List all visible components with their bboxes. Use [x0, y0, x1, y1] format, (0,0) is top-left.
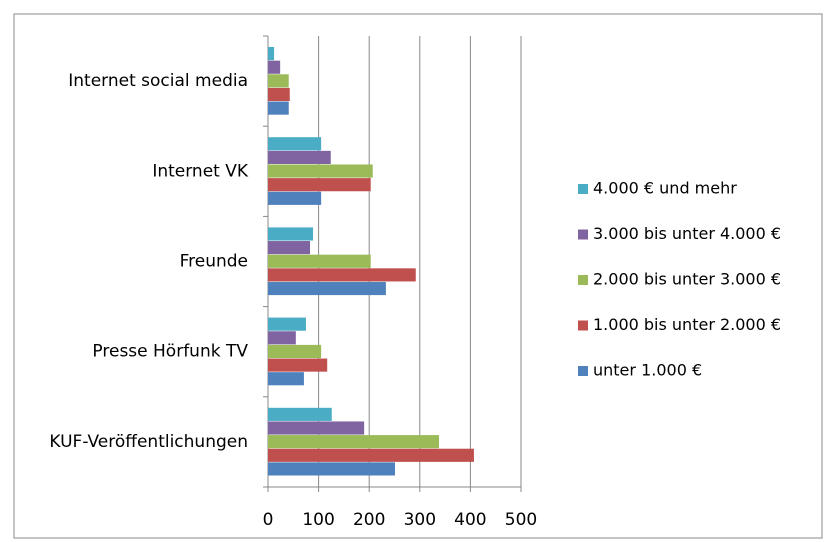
y-tick-label: Internet VK	[152, 161, 249, 181]
bar	[268, 254, 371, 268]
legend-swatch	[578, 275, 588, 285]
legend-label: unter 1.000 €	[593, 361, 702, 380]
bar	[268, 462, 396, 476]
y-tick-label: Freunde	[180, 252, 248, 272]
x-tick-label: 300	[404, 510, 436, 530]
bar	[268, 358, 328, 372]
y-tick-label: KUF-Veröffentlichungen	[49, 432, 248, 452]
x-tick-label: 0	[263, 510, 274, 530]
bar	[268, 344, 322, 359]
bar	[268, 60, 281, 74]
bar	[268, 331, 296, 345]
bar	[268, 74, 289, 88]
bar	[268, 164, 373, 178]
bar	[268, 241, 310, 255]
y-tick-label: Presse Hörfunk TV	[92, 342, 248, 362]
legend-label: 4.000 € und mehr	[593, 179, 737, 198]
x-tick-label: 500	[505, 510, 537, 530]
bar	[268, 101, 289, 115]
legend-swatch	[578, 320, 588, 331]
bar	[268, 268, 416, 282]
legend-swatch	[578, 366, 588, 376]
bar	[268, 227, 314, 241]
x-tick-label: 100	[302, 510, 334, 530]
bar	[268, 47, 275, 61]
x-tick-label: 400	[454, 510, 486, 530]
bar	[268, 87, 290, 102]
bar	[268, 150, 331, 164]
legend-swatch	[578, 229, 588, 240]
bar	[268, 421, 365, 435]
bar	[268, 281, 386, 296]
bar	[268, 372, 304, 386]
bar	[268, 178, 371, 192]
bar	[268, 407, 332, 421]
y-tick-label: Internet social media	[68, 71, 248, 91]
legend-label: 1.000 bis unter 2.000 €	[593, 315, 781, 334]
legend-label: 2.000 bis unter 3.000 €	[593, 270, 781, 289]
bar	[268, 317, 306, 331]
legend-label: 3.000 bis unter 4.000 €	[593, 224, 781, 243]
bar	[268, 191, 322, 205]
legend-swatch	[578, 184, 588, 194]
bar	[268, 435, 440, 449]
bar	[268, 448, 474, 462]
bar	[268, 137, 322, 151]
x-tick-label: 200	[353, 510, 385, 530]
